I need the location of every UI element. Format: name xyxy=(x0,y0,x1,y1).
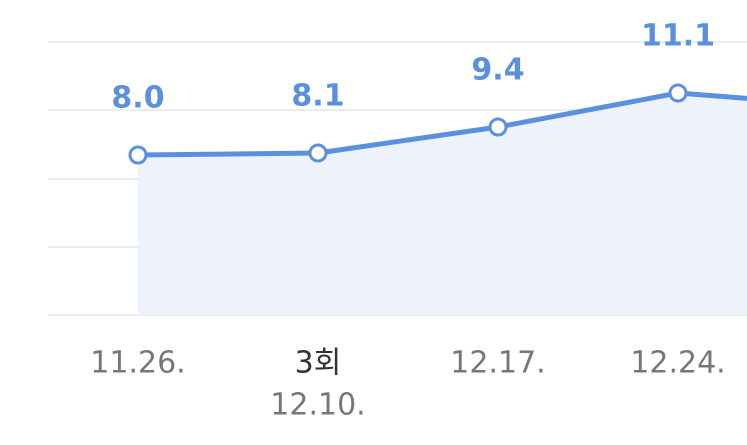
point xyxy=(668,83,688,103)
data-label: 8.0 xyxy=(111,81,164,116)
point xyxy=(128,145,148,165)
x-tick-label: 11.26. xyxy=(90,346,185,381)
data-label: 11.1 xyxy=(641,19,715,54)
area xyxy=(138,93,747,315)
point xyxy=(308,143,328,163)
category-tag: 3회 xyxy=(295,346,342,381)
data-label: 8.1 xyxy=(291,79,344,114)
x-tick-label: 12.17. xyxy=(450,346,545,381)
point xyxy=(488,117,508,137)
data-label: 9.4 xyxy=(471,53,524,88)
plot: 8.0 8.1 9.4 11.1 11.26. 3회 12.10. 12.17. 12.24. xyxy=(90,19,747,423)
x-tick-label: 12.24. xyxy=(630,346,725,381)
x-tick-label: 12.10. xyxy=(270,388,365,423)
